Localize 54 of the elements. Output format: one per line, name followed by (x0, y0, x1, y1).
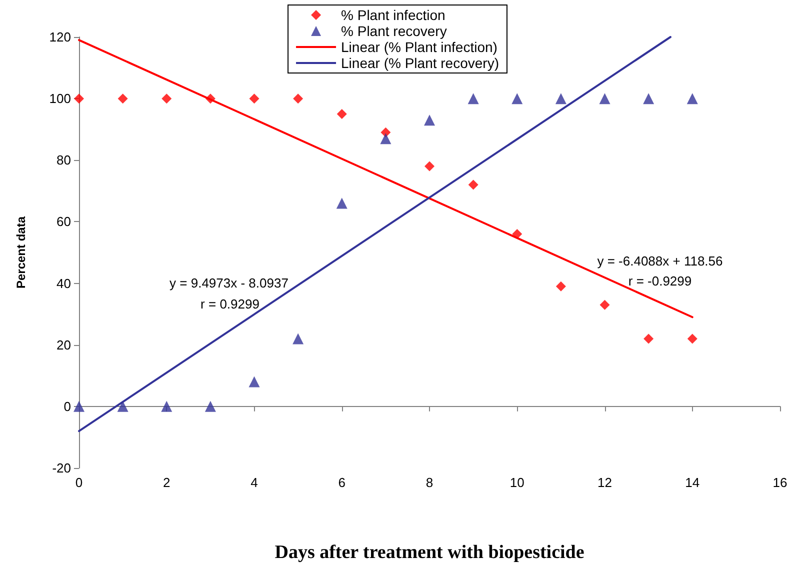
point (555, 93, 566, 104)
point (74, 94, 84, 104)
point (204, 400, 216, 412)
legend-label: Linear (% Plant infection) (341, 39, 498, 55)
x-tick-label: 12 (598, 475, 612, 490)
point (249, 94, 260, 104)
point (292, 333, 304, 344)
y-tick-label: 40 (56, 276, 71, 291)
point (512, 229, 522, 240)
y-tick-label: 0 (64, 398, 71, 414)
point (118, 94, 128, 104)
point (293, 94, 304, 104)
x-tick-label: 14 (685, 475, 700, 490)
point (599, 93, 610, 104)
point (643, 93, 654, 104)
point (556, 281, 566, 292)
y-tick-label: 60 (56, 214, 71, 230)
point (336, 108, 347, 119)
annotation: r = 0.9299 (200, 296, 260, 312)
y-tick-label: 100 (49, 91, 71, 106)
point (424, 161, 434, 172)
point (162, 94, 172, 104)
point (512, 93, 523, 104)
point (380, 133, 392, 144)
x-axis-title: Days after treatment with biopesticide (274, 542, 584, 563)
y-tick-label: -20 (52, 460, 71, 476)
point (161, 400, 172, 412)
point (687, 334, 698, 344)
x-tick-label: 16 (772, 475, 788, 490)
legend-label: % Plant recovery (341, 23, 447, 39)
point (686, 93, 698, 104)
point (424, 114, 435, 126)
x-tick-label: 0 (75, 475, 83, 490)
point (336, 198, 348, 209)
point (468, 93, 479, 104)
x-tick-label: 2 (163, 475, 170, 490)
point (644, 334, 654, 344)
annotation: y = 9.4973x - 8.0937 (170, 276, 288, 290)
x-tick-label: 10 (510, 475, 524, 490)
x-tick-label: 6 (338, 475, 346, 490)
y-axis-title: Percent data (14, 216, 28, 289)
annotation: r = -0.9299 (628, 274, 692, 288)
point (468, 180, 478, 190)
x-tick-label: 8 (426, 475, 434, 490)
y-tick-label: 20 (56, 337, 71, 352)
legend-label: Linear (% Plant recovery) (341, 55, 499, 71)
y-tick-label: 80 (56, 152, 71, 168)
y-tick-label: 120 (49, 30, 71, 44)
x-tick-label: 4 (250, 475, 258, 490)
point (248, 376, 260, 388)
legend-label: % Plant infection (341, 7, 446, 23)
annotation: y = -6.4088x + 118.56 (597, 254, 723, 268)
point (600, 300, 610, 310)
point (74, 400, 84, 412)
